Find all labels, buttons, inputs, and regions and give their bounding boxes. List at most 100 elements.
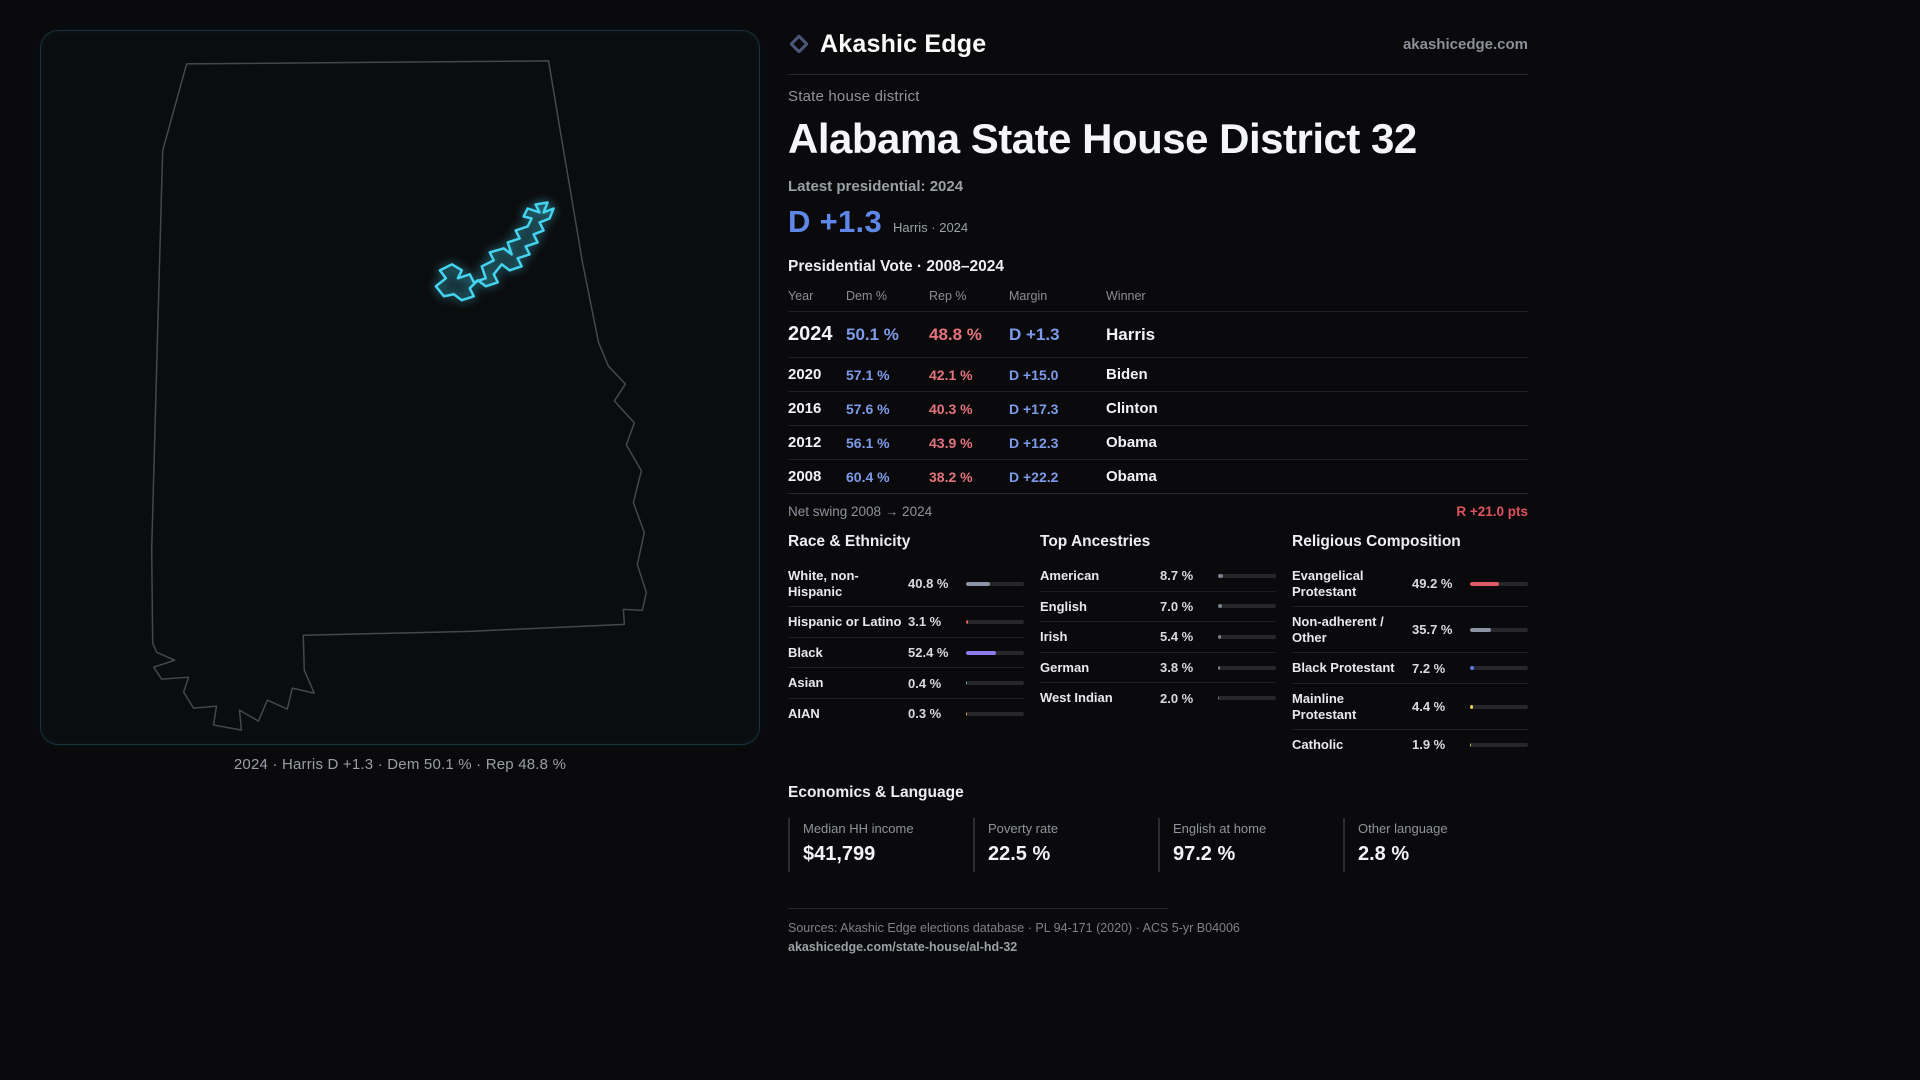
demo-bar [1470,666,1528,671]
demo-row: AIAN 0.3 % [788,697,1024,729]
stat-median-income: Median HH income $41,799 [788,817,973,872]
district-type-label: State house district [788,88,920,105]
demo-label: White, non-Hispanic [788,568,859,599]
demo-bar [1218,634,1276,639]
demo-value: 40.8 % [908,576,949,592]
col-dem: Dem % [846,289,887,303]
brand-name: Akashic Edge [820,29,987,58]
demo-value: 52.4 % [908,645,949,661]
permalink[interactable]: akashicedge.com/state-house/al-hd-32 [788,939,1018,954]
cell-margin: D +17.3 [1009,400,1059,417]
site-link[interactable]: akashicedge.com [1402,35,1528,53]
economics-title: Economics & Language [788,783,964,801]
stat-value: 2.8 % [1358,842,1410,865]
demo-value: 0.4 % [908,675,942,691]
demo-row: German 3.8 % [1040,651,1276,683]
demo-bar [1218,696,1276,701]
cell-year: 2012 [788,434,822,451]
headline-margin-row: D +1.3 Harris · 2024 [788,204,1528,240]
demo-label: West Indian [1040,690,1113,706]
district-info-panel: Akashic Edge akashicedge.com State house… [788,24,1528,954]
diamond-logo-icon [789,34,809,54]
demo-value: 35.7 % [1412,622,1453,638]
map-caption: 2024 · Harris D +1.3 · Dem 50.1 % · Rep … [233,756,567,773]
cell-winner: Obama [1106,434,1157,451]
district-32-shape [434,201,555,302]
stat-label: English at home [1173,820,1267,836]
demographics-section: Race & Ethnicity White, non-Hispanic 40.… [788,533,1528,760]
stat-other-language: Other language 2.8 % [1343,817,1528,872]
demo-value: 8.7 % [1160,568,1194,584]
cell-rep: 38.2 % [929,468,973,485]
demo-bar [966,581,1024,586]
cell-rep: 40.3 % [929,400,973,417]
latest-presidential-label: Latest presidential: 2024 [788,178,964,195]
demo-label: Black Protestant [1292,660,1395,676]
demo-row: Non-adherent / Other 35.7 % [1292,606,1528,652]
presidential-vote-table: Year Dem % Rep % Margin Winner 2024 50.1… [788,285,1528,494]
religion-title: Religious Composition [1292,533,1461,550]
cell-dem: 57.6 % [846,400,890,417]
col-winner: Winner [1106,289,1146,303]
demo-label: Evangelical Protestant [1292,568,1364,599]
demo-value: 1.9 % [1412,737,1446,753]
cell-winner: Biden [1106,366,1148,383]
cell-margin: D +22.2 [1009,468,1059,485]
ancestries-column: Top Ancestries American 8.7 % English 7.… [1040,533,1276,760]
stat-english-at-home: English at home 97.2 % [1158,817,1343,872]
footer-divider [788,907,1168,909]
cell-rep: 48.8 % [929,324,982,344]
demo-row: Asian 0.4 % [788,667,1024,698]
demo-bar [1470,704,1528,709]
cell-margin: D +12.3 [1009,434,1059,451]
cell-winner: Clinton [1106,400,1158,417]
demo-bar [966,619,1024,624]
demo-label: Asian [788,675,824,691]
cell-margin: D +1.3 [1009,324,1060,344]
demo-value: 4.4 % [1412,699,1446,715]
net-swing-row: Net swing 2008 → 2024 R +21.0 pts [788,504,1528,519]
cell-dem: 50.1 % [846,324,899,344]
stat-value: 97.2 % [1173,842,1236,865]
demo-label: Hispanic or Latino [788,614,902,630]
demo-row: Black Protestant 7.2 % [1292,652,1528,683]
demo-value: 49.2 % [1412,576,1453,592]
cell-year: 2024 [788,323,833,345]
demo-bar [966,711,1024,716]
demo-row: American 8.7 % [1040,561,1276,591]
ancestries-title: Top Ancestries [1040,533,1151,550]
cell-winner: Harris [1106,324,1156,344]
stat-poverty-rate: Poverty rate 22.5 % [973,817,1158,872]
demo-label: AIAN [788,705,820,721]
demo-label: Irish [1040,629,1068,645]
cell-rep: 42.1 % [929,366,973,383]
cell-dem: 56.1 % [846,434,890,451]
district-map-panel [40,30,760,745]
demo-row: White, non-Hispanic 40.8 % [788,561,1024,606]
demo-row: Mainline Protestant 4.4 % [1292,682,1528,729]
religion-column: Religious Composition Evangelical Protes… [1292,533,1528,760]
brand: Akashic Edge [788,30,986,59]
cell-dem: 60.4 % [846,468,890,485]
demo-value: 3.8 % [1160,660,1194,676]
demo-label: English [1040,598,1087,614]
table-row-2012: 2012 56.1 % 43.9 % D +12.3 Obama [788,425,1528,459]
demo-bar [966,681,1024,686]
stat-label: Median HH income [803,820,914,836]
demo-label: Mainline Protestant [1292,690,1357,722]
cell-margin: D +15.0 [1009,366,1059,383]
demo-bar [1470,627,1528,632]
net-swing-value: R +21.0 pts [1456,504,1528,519]
net-swing-label: Net swing 2008 → 2024 [788,504,933,519]
cell-winner: Obama [1106,468,1157,485]
table-row-2024: 2024 50.1 % 48.8 % D +1.3 Harris [788,311,1528,357]
demo-row: Catholic 1.9 % [1292,729,1528,760]
demo-label: Black [788,644,823,660]
stat-label: Other language [1358,820,1448,836]
demo-row: English 7.0 % [1040,590,1276,622]
stat-value: 22.5 % [988,842,1051,865]
headline-margin: D +1.3 [788,204,882,239]
table-row-2020: 2020 57.1 % 42.1 % D +15.0 Biden [788,357,1528,391]
table-row-2016: 2016 57.6 % 40.3 % D +17.3 Clinton [788,391,1528,425]
